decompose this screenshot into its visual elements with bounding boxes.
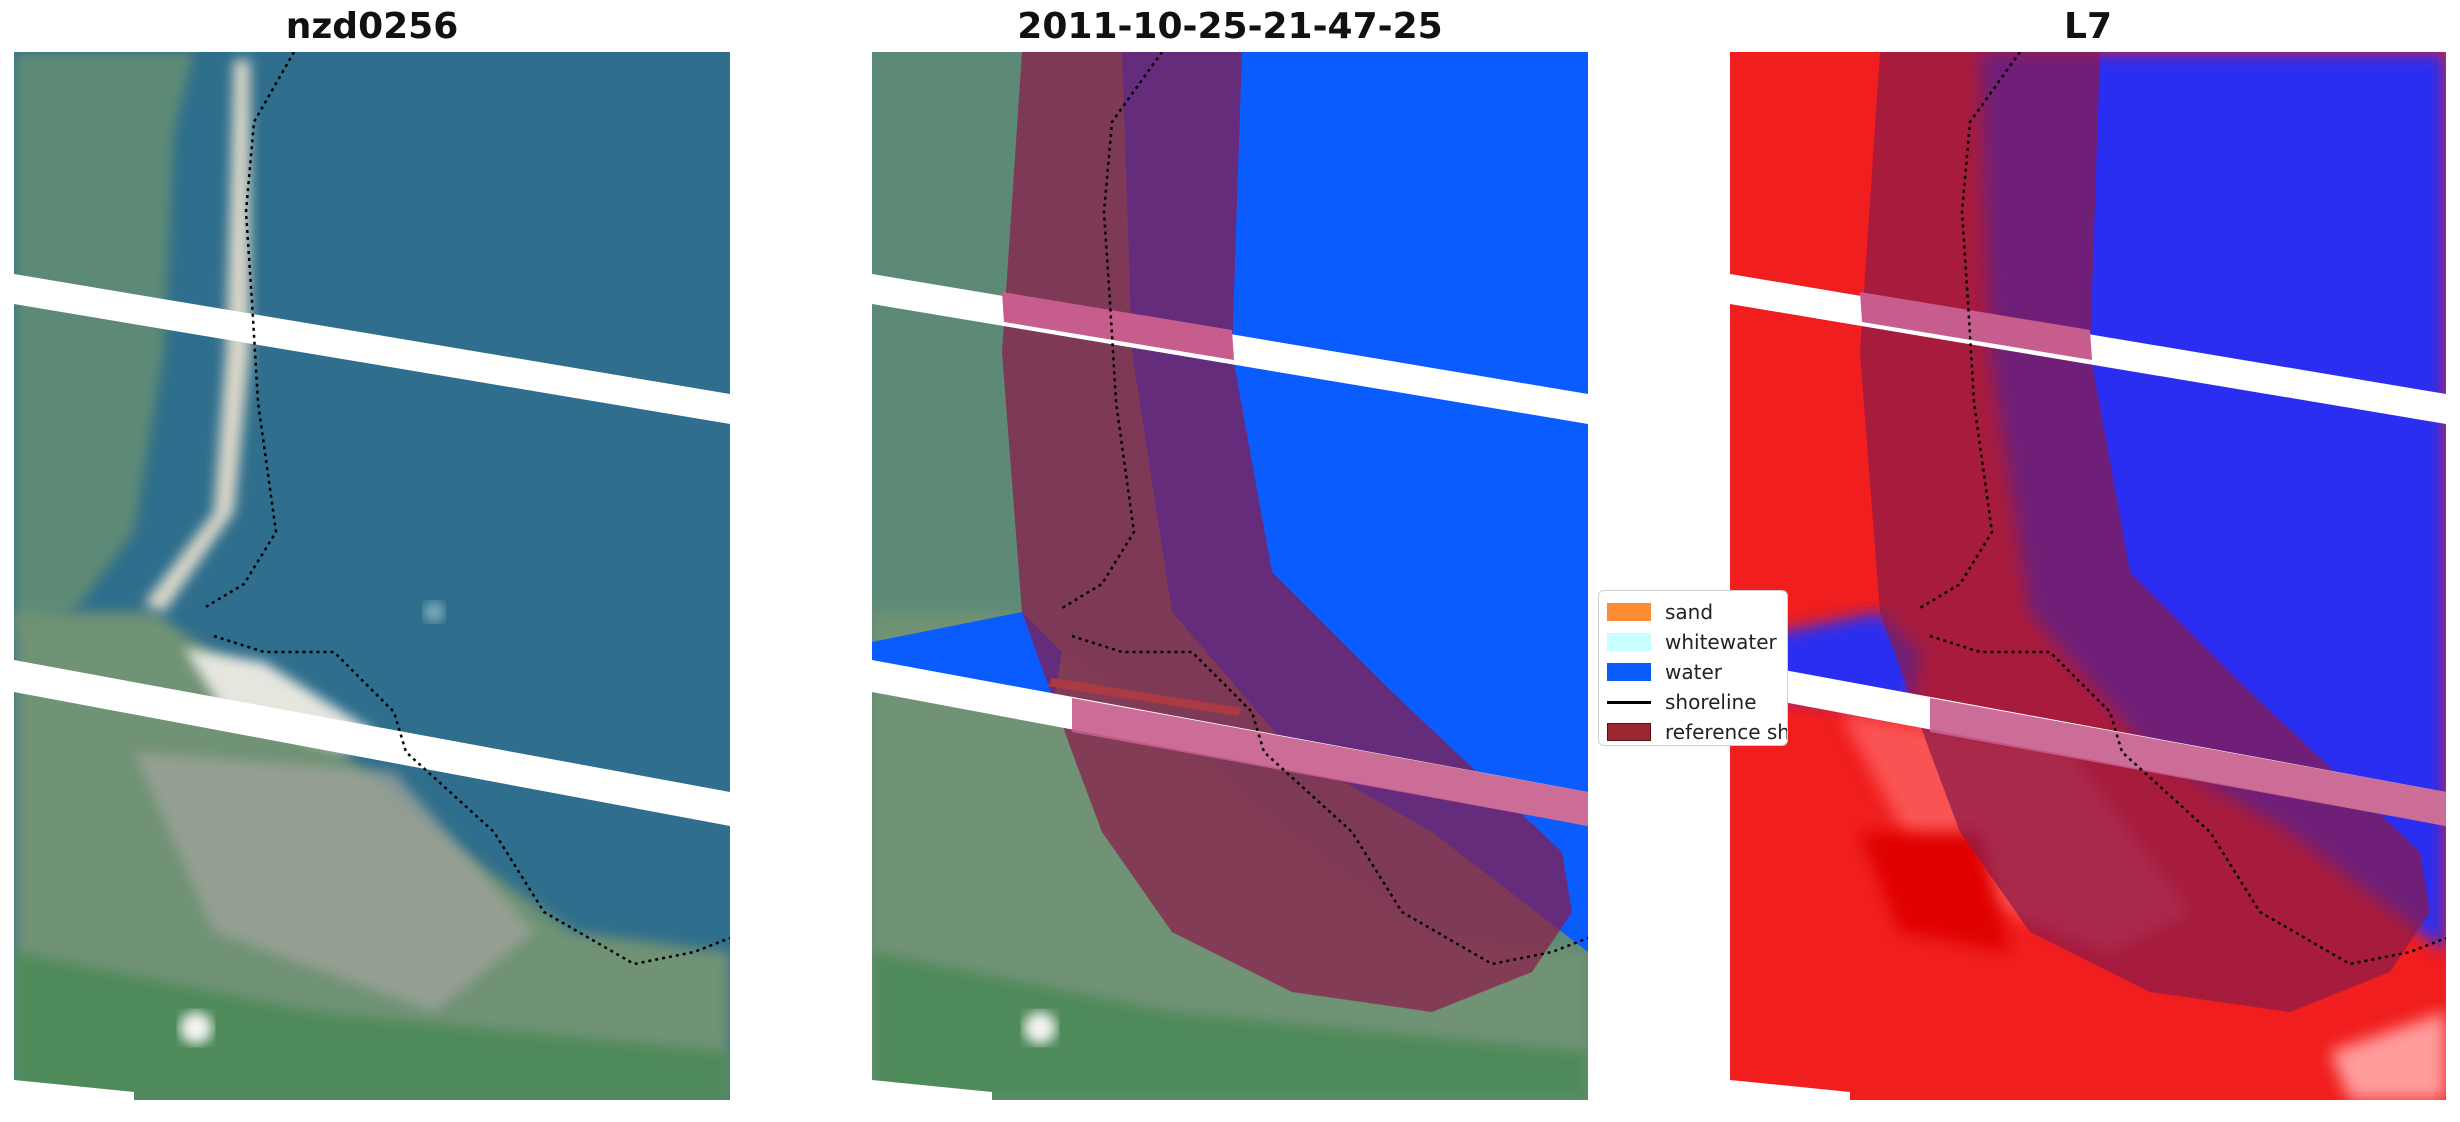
panel-title-index: L7 [2064,6,2112,47]
index-image-panel [1730,52,2446,1100]
legend: sand whitewater water shoreline referenc… [1598,590,1788,746]
legend-label-sand: sand [1665,600,1714,624]
index-image [1730,52,2446,1100]
legend-item-shoreline: shoreline [1607,687,1787,717]
rgb-image [14,52,730,1100]
legend-item-water: water [1607,657,1787,687]
classified-image-panel [872,52,1588,1100]
water-swatch-icon [1607,663,1651,681]
sand-swatch-icon [1607,603,1651,621]
reference-buffer-swatch-icon [1607,723,1651,741]
legend-item-reference-buffer: reference shoreline buffer [1607,717,1788,745]
panel-title-rgb: nzd0256 [285,6,459,47]
legend-label-reference-buffer: reference shoreline buffer [1665,720,1788,744]
legend-label-water: water [1665,660,1722,684]
rgb-image-panel [14,52,730,1100]
legend-label-whitewater: whitewater [1665,630,1777,654]
shoreline-line-icon [1607,700,1651,704]
classified-image [872,52,1588,1100]
legend-item-whitewater: whitewater [1607,627,1787,657]
whitewater-swatch-icon [1607,633,1651,651]
panel-title-classified: 2011-10-25-21-47-25 [1017,6,1443,47]
legend-item-sand: sand [1607,597,1787,627]
legend-label-shoreline: shoreline [1665,690,1757,714]
